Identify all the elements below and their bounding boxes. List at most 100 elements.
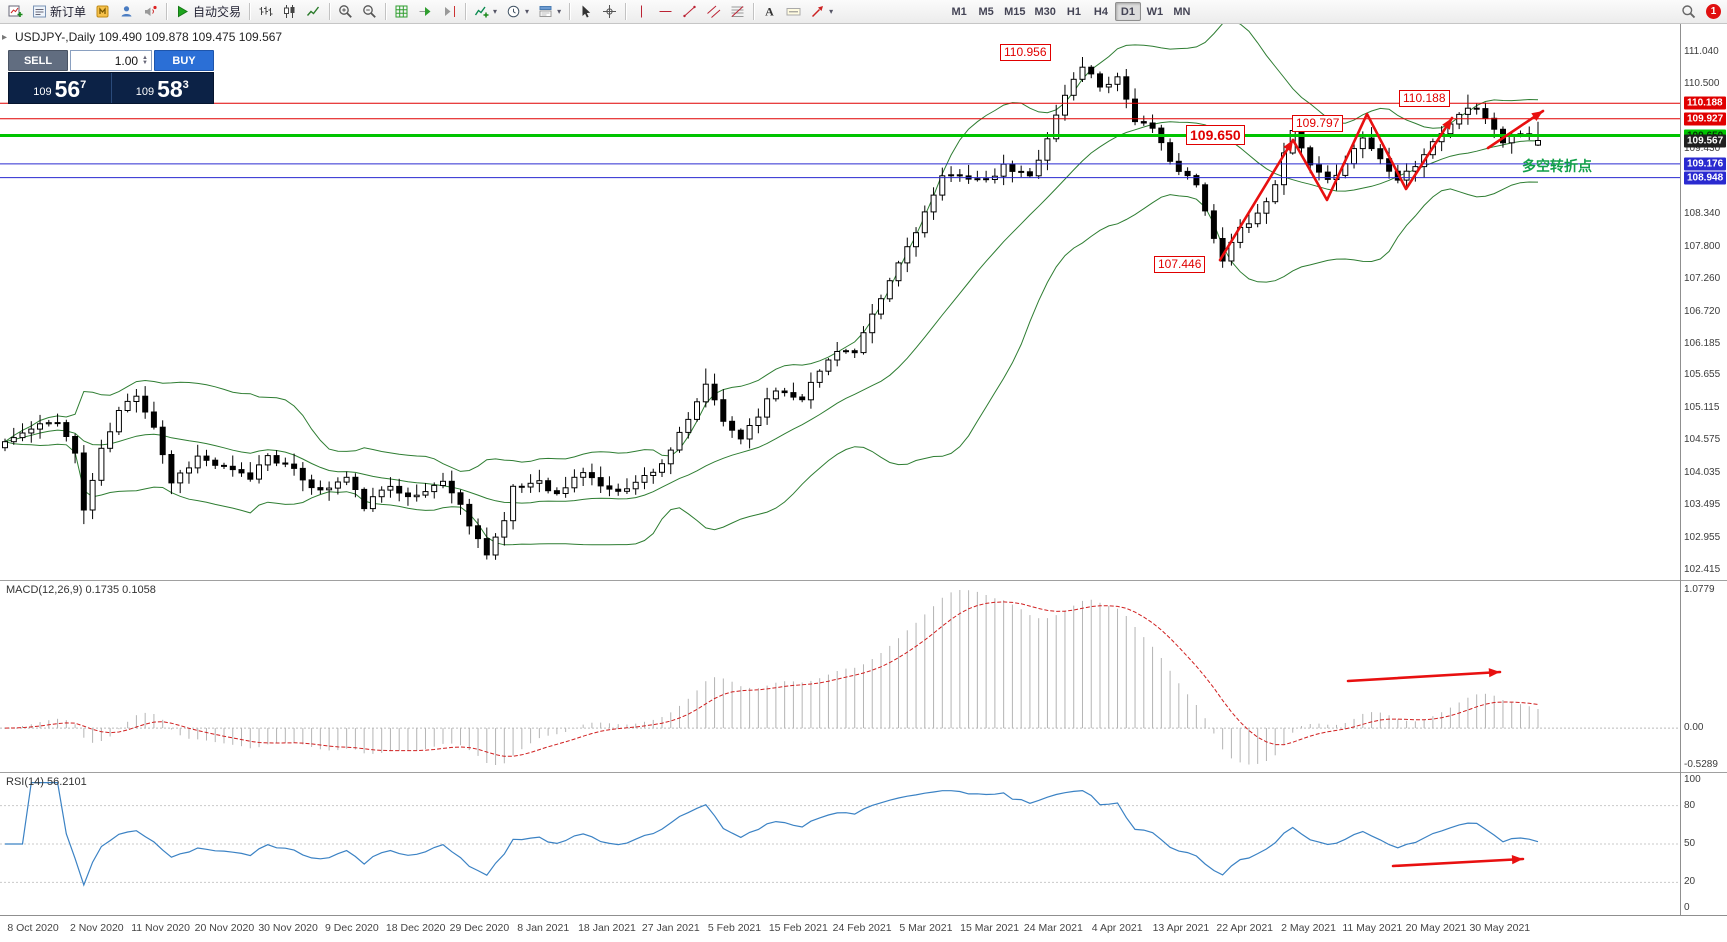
indicators-button[interactable]: ▾: [470, 2, 501, 22]
chart-window[interactable]: ▸ USDJPY-,Daily 109.490 109.878 109.475 …: [0, 24, 1727, 580]
zoom-in-button[interactable]: [334, 2, 357, 22]
date-axis-label: 20 Nov 2020: [194, 922, 255, 934]
candle-mode-button[interactable]: [278, 2, 301, 22]
new-order-label: 新订单: [50, 5, 87, 19]
templates-button[interactable]: ▾: [534, 2, 565, 22]
search-icon: [1681, 4, 1696, 19]
crosshair-button[interactable]: [598, 2, 621, 22]
profiles-icon: [119, 4, 134, 19]
price-axis-label: 105.115: [1684, 401, 1720, 413]
new-chart-button[interactable]: [4, 2, 27, 22]
dropdown-caret-icon: ▾: [525, 7, 530, 16]
vertical-line-button[interactable]: [630, 2, 653, 22]
timeframe-button-m1[interactable]: M1: [946, 2, 972, 21]
date-axis-label: 11 Nov 2020: [131, 922, 190, 934]
rsi-axis[interactable]: 100 80 50 20 0: [0, 772, 1727, 915]
macd-panel[interactable]: MACD(12,26,9) 0.1735 0.1058 1.0779 0.00 -0…: [0, 580, 1727, 772]
trend-arrow-line[interactable]: [1291, 112, 1454, 202]
trend-arrow-line[interactable]: [1218, 138, 1295, 262]
metaeditor-button[interactable]: [91, 2, 114, 22]
price-axis-label: 109.430: [1684, 142, 1721, 154]
spinner-down-icon[interactable]: ▼: [142, 59, 148, 66]
chart-shift-button[interactable]: [438, 2, 461, 22]
trend-arrow-line[interactable]: [1391, 857, 1525, 868]
price-annotation-109.797[interactable]: 109.797: [1292, 115, 1344, 132]
timeframe-button-mn[interactable]: MN: [1169, 2, 1195, 21]
price-annotation-107.446[interactable]: 107.446: [1154, 256, 1206, 273]
rsi-line: [5, 782, 1539, 887]
timeframe-button-m15[interactable]: M15: [1000, 2, 1029, 21]
price-axis-label: 103.495: [1684, 499, 1721, 511]
templates-icon: [538, 4, 553, 19]
sell-button[interactable]: SELL: [8, 50, 68, 71]
date-axis-label: 15 Feb 2021: [768, 922, 828, 934]
rsi-canvas[interactable]: [0, 772, 1727, 915]
zoom-out-button[interactable]: [358, 2, 381, 22]
volume-spinner[interactable]: ▲ ▼: [142, 54, 148, 66]
autotrading-button[interactable]: 自动交易: [171, 2, 245, 22]
grid-button[interactable]: [390, 2, 413, 22]
ask-price[interactable]: 109 58 3: [112, 73, 214, 103]
time-axis[interactable]: 8 Oct 2020 2 Nov 2020 11 Nov 2020 20 Nov 20…: [0, 915, 1727, 942]
text-button[interactable]: A: [758, 2, 781, 22]
spinner-up-icon[interactable]: ▲: [142, 54, 148, 61]
rsi-axis-label: 80: [1684, 799, 1696, 811]
toolbar-right: 1: [1677, 2, 1723, 22]
price-annotation-110.956[interactable]: 110.956: [1000, 44, 1051, 61]
svg-text:A: A: [765, 5, 774, 19]
trend-arrow-head: [1531, 111, 1543, 121]
alerts-button[interactable]: [139, 2, 162, 22]
dropdown-caret-icon: ▾: [557, 7, 562, 16]
price-annotation-110.188[interactable]: 110.188: [1399, 90, 1450, 107]
macd-signal-line: [4, 601, 1539, 757]
one-click-toggle[interactable]: ▸: [2, 32, 8, 43]
text-label-icon: [786, 4, 801, 19]
price-annotation-109.650[interactable]: 109.650: [1186, 125, 1245, 145]
price-axis-label: 111.040: [1684, 46, 1719, 57]
bid-price[interactable]: 109 56 7: [9, 73, 111, 103]
crosshair-icon: [602, 4, 617, 19]
price-axis-label: 106.185: [1684, 337, 1721, 349]
text-label-button[interactable]: [782, 2, 805, 22]
turning-point-note[interactable]: 多空转折点: [1522, 158, 1592, 174]
cursor-button[interactable]: [574, 2, 597, 22]
timeframe-button-h1[interactable]: H1: [1061, 2, 1087, 21]
date-axis-label: 29 Dec 2020: [449, 922, 510, 934]
timeframe-button-m5[interactable]: M5: [973, 2, 999, 21]
timeframe-button-d1[interactable]: D1: [1114, 2, 1141, 21]
channel-button[interactable]: [702, 2, 725, 22]
alerts-icon: [143, 4, 158, 19]
buy-button[interactable]: BUY: [154, 50, 214, 71]
rsi-panel[interactable]: RSI(14) 56.2101 100 80 50 20 0: [0, 772, 1727, 915]
trend-arrow-line[interactable]: [1346, 670, 1502, 683]
rsi-axis-label: 100: [1684, 774, 1701, 785]
bar-mode-button[interactable]: [254, 2, 277, 22]
price-axis-label: 102.415: [1684, 564, 1721, 575]
periods-button[interactable]: ▾: [502, 2, 533, 22]
trendline-button[interactable]: [678, 2, 701, 22]
profiles-button[interactable]: [115, 2, 138, 22]
timeframe-button-m30[interactable]: M30: [1031, 2, 1060, 21]
trend-arrow-head: [1511, 855, 1523, 865]
arrow-tool-icon: [810, 4, 825, 19]
main-chart-canvas[interactable]: [0, 24, 1727, 580]
search-button[interactable]: [1677, 2, 1700, 22]
auto-scroll-button[interactable]: [414, 2, 437, 22]
macd-canvas[interactable]: [0, 580, 1727, 772]
timeframe-button-h4[interactable]: H4: [1088, 2, 1114, 21]
arrow-tool-button[interactable]: ▾: [806, 2, 837, 22]
trend-arrow-line[interactable]: [1486, 109, 1545, 150]
periods-icon: [506, 4, 521, 19]
horizontal-line-button[interactable]: [654, 2, 677, 22]
fibonacci-button[interactable]: [726, 2, 749, 22]
notification-badge[interactable]: 1: [1706, 4, 1721, 19]
date-axis-label: 30 May 2021: [1469, 922, 1531, 934]
line-mode-button[interactable]: [302, 2, 325, 22]
macd-axis[interactable]: 1.0779 0.00 -0.5289: [0, 580, 1727, 772]
timeframe-button-w1[interactable]: W1: [1142, 2, 1168, 21]
price-axis-label: 108.340: [1684, 208, 1721, 220]
price-axis-label: 104.035: [1684, 466, 1721, 478]
toolbar-separator: [625, 3, 627, 20]
new-order-button[interactable]: 新订单: [28, 2, 90, 22]
volume-input[interactable]: 1.00 ▲ ▼: [70, 50, 152, 71]
